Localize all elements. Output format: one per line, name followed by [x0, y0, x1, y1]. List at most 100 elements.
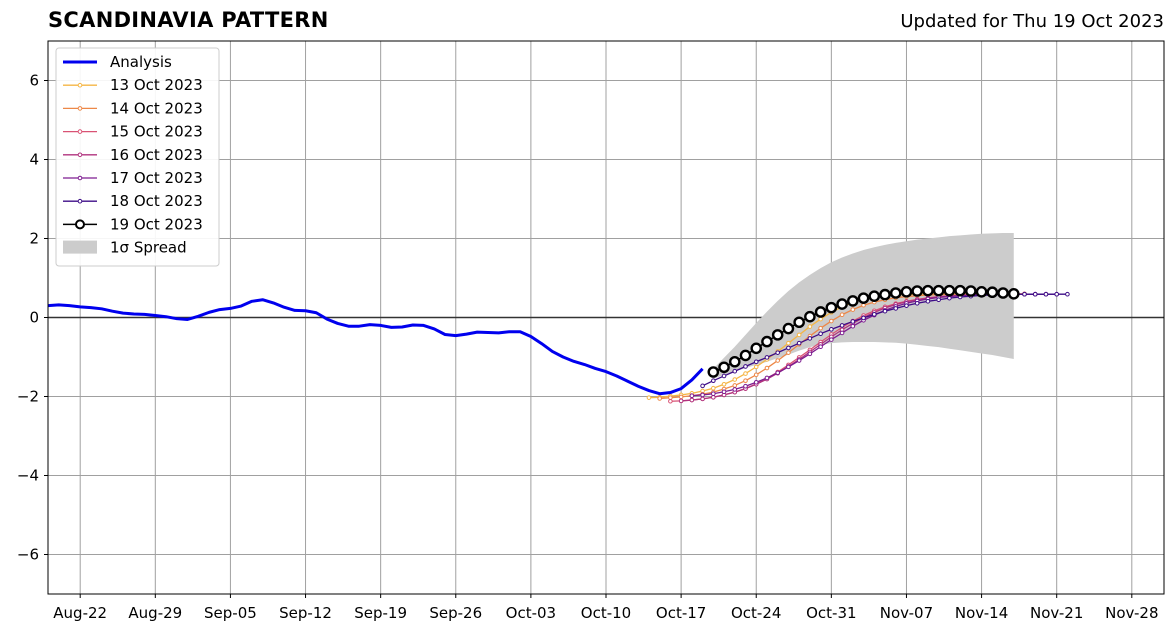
- forecast-point: [911, 285, 923, 297]
- forecast-point: [836, 298, 848, 310]
- forecast-point: [975, 286, 988, 298]
- legend-label: 16 Oct 2023: [110, 146, 203, 164]
- forecast-point: [782, 322, 795, 335]
- forecast-point: [825, 301, 838, 314]
- forecast-point: [829, 337, 834, 342]
- forecast-point: [1065, 291, 1070, 297]
- forecast-point: [711, 391, 716, 397]
- forecast-point: [743, 371, 748, 376]
- x-tick-label: Oct-24: [731, 604, 781, 622]
- legend-label: 19 Oct 2023: [110, 215, 203, 233]
- forecast-point: [829, 318, 834, 324]
- forecast-point: [786, 350, 791, 355]
- forecast-point: [954, 284, 966, 297]
- legend: Analysis 13 Oct 2023 14 Oct 2023 15 Oct 202…: [55, 47, 220, 267]
- forecast-point: [775, 358, 780, 363]
- forecast-point: [689, 397, 695, 403]
- y-tick-label: 6: [29, 72, 39, 90]
- forecast-point: [775, 350, 780, 355]
- plot-area: [48, 232, 1070, 404]
- forecast-point: [839, 312, 845, 318]
- legend-marker: [77, 82, 83, 88]
- legend-label: 18 Oct 2023: [110, 192, 203, 210]
- y-tick-label: −2: [17, 388, 39, 406]
- forecast-point: [764, 365, 770, 371]
- forecast-point: [718, 361, 730, 374]
- analysis-line: [48, 298, 704, 396]
- x-tick-label: Oct-10: [581, 604, 631, 622]
- chart-title: SCANDINAVIA PATTERN: [48, 8, 329, 32]
- forecast-point: [947, 295, 952, 301]
- forecast-point: [807, 336, 813, 341]
- forecast-point: [750, 342, 763, 355]
- forecast-point: [786, 364, 791, 370]
- y-tick-label: 4: [29, 151, 39, 169]
- forecast-point: [814, 306, 827, 318]
- x-tick-label: Sep-26: [429, 604, 482, 622]
- forecast-point: [764, 375, 770, 381]
- y-tick-label: −4: [17, 467, 39, 485]
- forecast-point: [728, 355, 741, 368]
- x-tick-label: Aug-29: [128, 604, 182, 622]
- forecast-point: [1007, 287, 1020, 300]
- forecast-point: [796, 340, 802, 346]
- forecast-point: [932, 284, 945, 297]
- x-tick-label: Aug-22: [53, 604, 107, 622]
- forecast-19-oct-2023: [707, 284, 1020, 378]
- forecast-point: [818, 331, 823, 336]
- forecast-point: [857, 292, 870, 304]
- forecast-point: [879, 288, 891, 301]
- forecast-point: [839, 330, 845, 336]
- forecast-point: [793, 316, 805, 329]
- forecast-point: [1022, 291, 1027, 297]
- forecast-point: [689, 393, 695, 399]
- forecast-point: [861, 315, 866, 321]
- y-tick-label: 0: [29, 309, 39, 327]
- forecast-point: [818, 344, 823, 350]
- forecast-point: [732, 383, 738, 388]
- x-tick-label: Nov-21: [1030, 604, 1083, 622]
- forecast-point: [700, 392, 705, 398]
- legend-label: 1σ Spread: [110, 239, 187, 257]
- forecast-point: [1043, 291, 1049, 297]
- forecast-point: [753, 379, 759, 385]
- legend-label: 15 Oct 2023: [110, 123, 203, 141]
- x-tick-label: Nov-07: [880, 604, 933, 622]
- legend-marker: [75, 219, 85, 230]
- forecast-point: [761, 335, 773, 348]
- forecast-point: [871, 312, 877, 317]
- legend-entry: 15 Oct 2023: [63, 123, 203, 141]
- legend-entry: 14 Oct 2023: [63, 99, 203, 117]
- forecast-point: [818, 316, 823, 322]
- forecast-point: [678, 398, 684, 404]
- x-tick-label: Sep-19: [354, 604, 407, 622]
- y-tick-label: −6: [17, 546, 39, 564]
- forecast-point: [764, 355, 770, 360]
- forecast-point: [997, 287, 1009, 299]
- legend-marker: [77, 106, 83, 111]
- forecast-point: [732, 377, 738, 382]
- x-tick-label: Oct-31: [806, 604, 856, 622]
- forecast-point: [893, 306, 899, 311]
- forecast-point: [711, 385, 716, 391]
- forecast-point: [707, 366, 720, 378]
- forecast-point: [925, 299, 931, 304]
- y-tick-label: 2: [29, 230, 39, 248]
- forecast-point: [829, 327, 834, 332]
- forecast-point: [711, 378, 716, 384]
- legend-label: 17 Oct 2023: [110, 169, 203, 187]
- forecast-point: [839, 323, 845, 328]
- legend-box: [55, 47, 220, 267]
- legend-marker: [77, 175, 83, 181]
- forecast-point: [775, 370, 780, 376]
- legend-entry: 17 Oct 2023: [63, 169, 203, 187]
- legend-label: 14 Oct 2023: [110, 99, 203, 117]
- forecast-point: [861, 302, 866, 308]
- forecast-point: [1032, 291, 1038, 297]
- forecast-point: [807, 351, 813, 357]
- forecast-point: [850, 319, 856, 324]
- forecast-point: [739, 349, 752, 362]
- axis-ticks: Aug-22 Aug-29 Sep-05 Sep-12 Sep-19 Sep-26 Oct-…: [17, 72, 1159, 623]
- legend-label: Analysis: [110, 53, 172, 71]
- forecast-point: [850, 307, 856, 312]
